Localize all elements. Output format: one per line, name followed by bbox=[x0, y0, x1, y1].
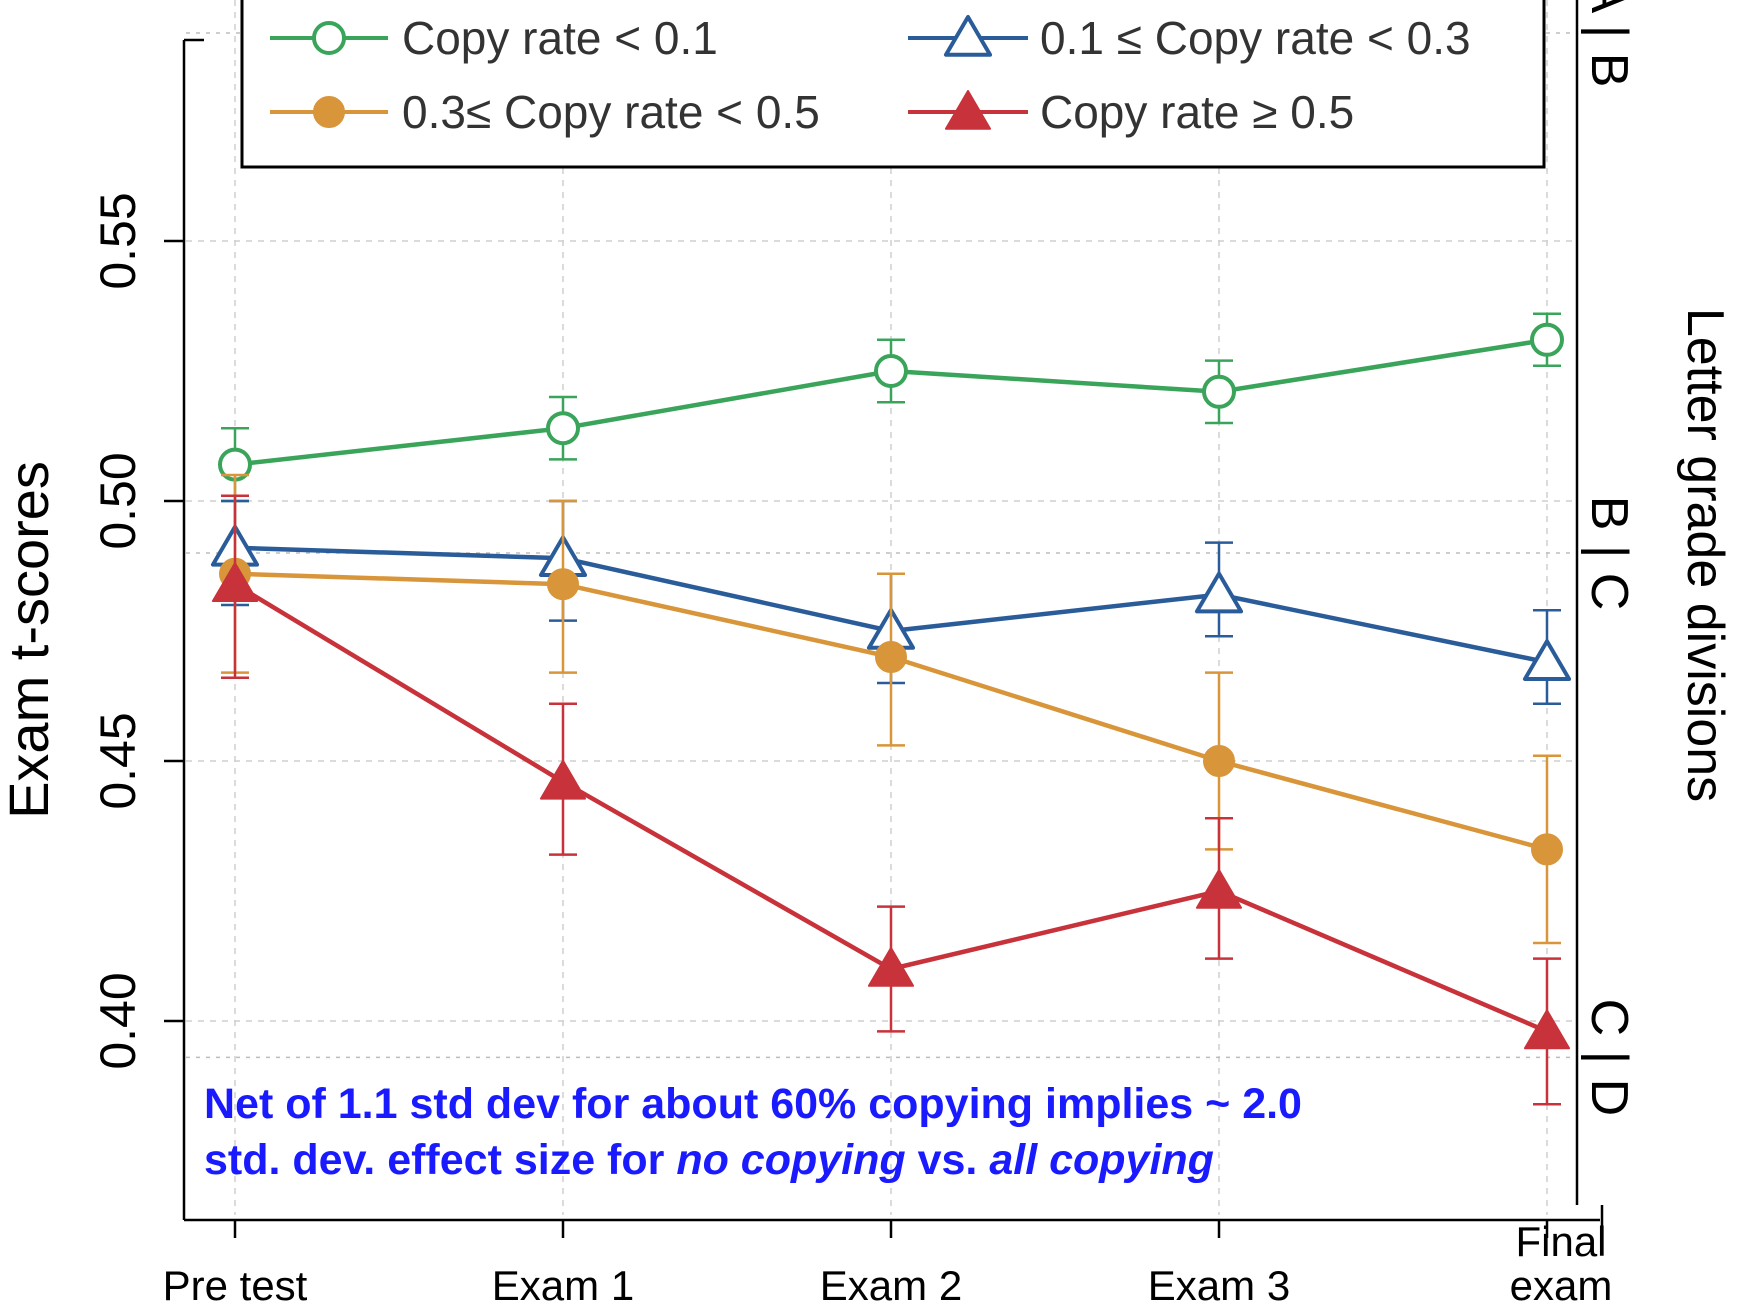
legend-marker bbox=[943, 15, 993, 57]
annotation-line2-mid: vs. bbox=[906, 1136, 990, 1184]
data-point bbox=[875, 641, 907, 673]
grade-division-lines bbox=[186, 32, 1575, 1059]
data-point bbox=[1203, 745, 1235, 777]
legend-marker bbox=[944, 90, 992, 130]
annotation-line2-start: std. dev. effect size for bbox=[204, 1136, 676, 1184]
data-point bbox=[547, 568, 579, 601]
legend-item: Copy rate ≥ 0.5 bbox=[908, 86, 1354, 138]
x-tick-label: exam bbox=[1510, 1262, 1613, 1304]
x-tick-label: Exam 3 bbox=[1148, 1262, 1290, 1304]
y-tick-label: 0.50 bbox=[90, 452, 146, 549]
data-point bbox=[867, 947, 915, 987]
x-tick-label: Exam 1 bbox=[492, 1262, 634, 1304]
series-group bbox=[218, 312, 1564, 503]
legend-label: 0.1 ≤ Copy rate < 0.3 bbox=[1040, 12, 1471, 64]
annotation-line1: Net of 1.1 std dev for about 60% copying… bbox=[204, 1080, 1302, 1128]
data-point bbox=[211, 562, 259, 602]
legend-label: Copy rate < 0.1 bbox=[402, 12, 718, 64]
y-tick-label: 0.45 bbox=[90, 712, 146, 809]
data-point bbox=[546, 411, 580, 446]
x-tick-label: Exam 2 bbox=[820, 1262, 962, 1304]
legend-item: 0.3≤ Copy rate < 0.5 bbox=[270, 86, 820, 138]
y-tick-label: 0.40 bbox=[90, 972, 146, 1069]
annotation-line2-italic1: no copying bbox=[676, 1136, 905, 1184]
data-point bbox=[539, 759, 587, 800]
y-axis-title: Exam t-scores bbox=[0, 461, 60, 819]
data-point bbox=[874, 354, 908, 388]
x-tick-label: Pre test bbox=[163, 1262, 308, 1304]
annotation-line2-italic2: all copying bbox=[989, 1136, 1214, 1184]
right-axis-title: Letter grade divisions bbox=[1676, 308, 1734, 802]
data-point bbox=[1522, 639, 1572, 681]
data-point bbox=[1523, 1009, 1571, 1050]
grade-division-label: B | C bbox=[1580, 496, 1638, 611]
data-point bbox=[1195, 869, 1243, 909]
series bbox=[210, 312, 1572, 1106]
y-tick-label: 0.55 bbox=[90, 192, 146, 289]
grade-labels: A | B B | C C | D bbox=[1580, 0, 1638, 1116]
grid bbox=[186, 0, 1575, 1215]
data-point bbox=[1530, 322, 1564, 357]
legend-marker bbox=[313, 96, 345, 128]
legend: Copy rate < 0.1 0.1 ≤ Copy rate < 0.3 0.3≤… bbox=[240, 0, 1546, 169]
y-ticks: 0.40 0.45 0.50 0.55 bbox=[90, 192, 184, 1070]
data-point bbox=[1202, 374, 1236, 409]
series-group bbox=[211, 494, 1571, 1106]
legend-label: Copy rate ≥ 0.5 bbox=[1040, 86, 1354, 138]
grade-division-label: C | D bbox=[1580, 999, 1638, 1117]
legend-item: Copy rate < 0.1 bbox=[270, 12, 718, 64]
data-point bbox=[1531, 833, 1563, 866]
legend-item: 0.1 ≤ Copy rate < 0.3 bbox=[908, 12, 1471, 64]
legend-box bbox=[240, 0, 1546, 169]
grade-division-label: A | B bbox=[1580, 0, 1638, 87]
data-point bbox=[1194, 571, 1244, 614]
annotation: Net of 1.1 std dev for about 60% copying… bbox=[204, 1080, 1314, 1184]
x-tick-label: Final bbox=[1515, 1218, 1606, 1265]
legend-label: 0.3≤ Copy rate < 0.5 bbox=[402, 86, 820, 138]
legend-marker bbox=[312, 21, 346, 55]
